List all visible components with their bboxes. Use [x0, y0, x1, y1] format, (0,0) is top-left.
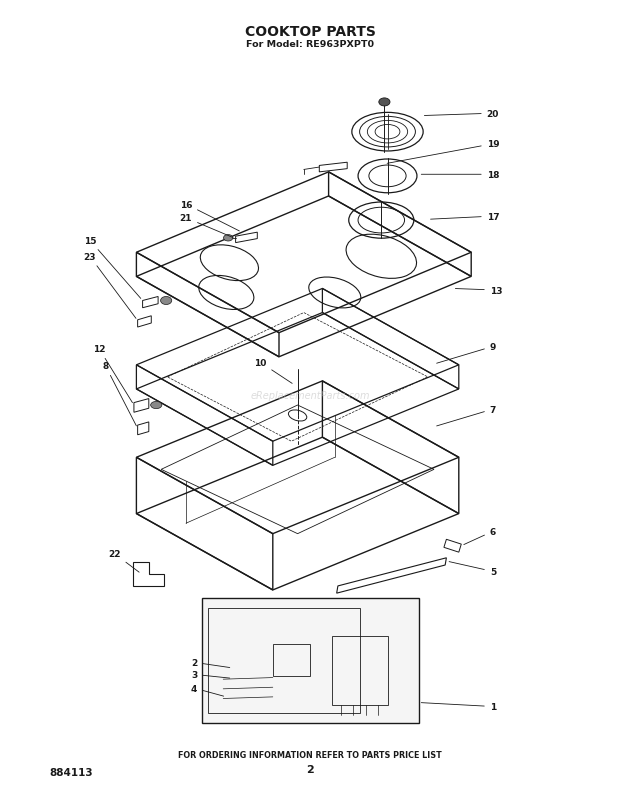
Text: 22: 22	[108, 549, 139, 573]
Text: 2: 2	[306, 764, 314, 774]
Bar	[202, 598, 418, 723]
Text: FOR ORDERING INFORMATION REFER TO PARTS PRICE LIST: FOR ORDERING INFORMATION REFER TO PARTS …	[178, 750, 442, 760]
Ellipse shape	[223, 235, 233, 242]
Text: eReplacementParts.com: eReplacementParts.com	[250, 390, 370, 400]
Text: 16: 16	[180, 200, 239, 231]
Text: 4: 4	[191, 683, 224, 696]
Text: 23: 23	[84, 252, 136, 319]
Text: 5: 5	[449, 562, 496, 577]
Ellipse shape	[161, 297, 172, 305]
Ellipse shape	[151, 402, 162, 409]
Text: 15: 15	[84, 236, 141, 299]
Ellipse shape	[379, 99, 390, 107]
Text: 10: 10	[254, 358, 292, 384]
Text: For Model: RE963PXPT0: For Model: RE963PXPT0	[246, 39, 374, 49]
Text: 8: 8	[102, 361, 136, 426]
Text: 17: 17	[430, 212, 499, 222]
Text: 13: 13	[455, 286, 502, 296]
Text: 20: 20	[424, 109, 499, 119]
Text: 7: 7	[436, 405, 496, 426]
Text: 2: 2	[191, 658, 230, 667]
Text: 1: 1	[421, 702, 496, 711]
Text: 884113: 884113	[50, 768, 93, 777]
Text: 6: 6	[464, 527, 496, 545]
Text: 12: 12	[93, 344, 133, 403]
Text: 3: 3	[191, 670, 230, 679]
Text: COOKTOP PARTS: COOKTOP PARTS	[244, 25, 376, 39]
Bar	[273, 644, 310, 676]
Text: 21: 21	[180, 214, 233, 238]
Bar	[208, 609, 360, 713]
Text: 19: 19	[387, 140, 499, 164]
Bar	[332, 637, 388, 705]
Text: 9: 9	[436, 342, 496, 364]
Text: 18: 18	[421, 170, 499, 180]
